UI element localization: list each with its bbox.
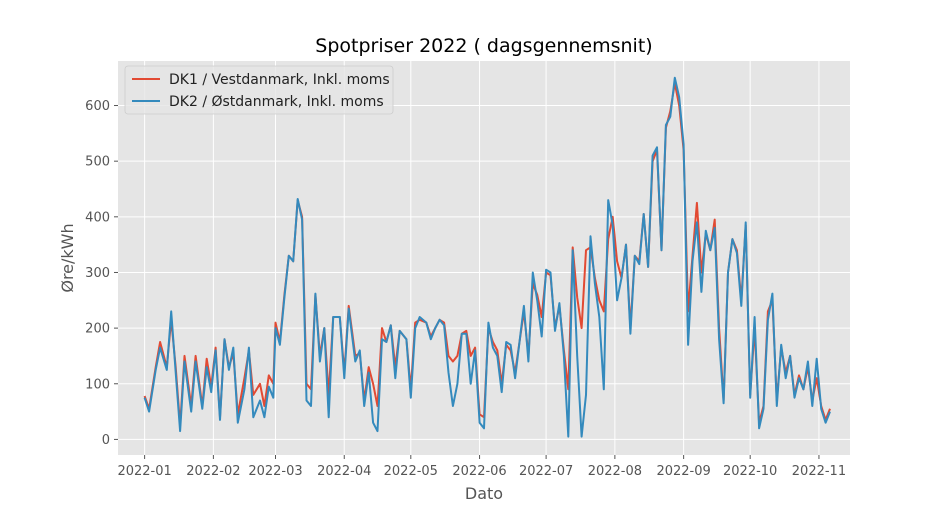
y-tick-label: 600 [85, 99, 110, 114]
y-tick-label: 100 [85, 377, 110, 392]
chart-title: Spotpriser 2022 ( dagsgennemsnit) [315, 35, 652, 57]
x-tick-label: 2022-08 [588, 464, 642, 479]
x-tick-label: 2022-04 [317, 464, 371, 479]
x-tick-label: 2022-02 [186, 464, 240, 479]
x-axis-label: Dato [465, 484, 503, 503]
series-layer [143, 76, 831, 438]
y-axis-label: Øre/kWh [58, 223, 77, 292]
x-tick-label: 2022-07 [519, 464, 573, 479]
x-tick-label: 2022-11 [792, 464, 846, 479]
y-tick-label: 0 [102, 433, 110, 448]
x-tick-label: 2022-10 [723, 464, 777, 479]
x-tick-label: 2022-01 [117, 464, 171, 479]
plot-area [118, 61, 850, 455]
legend-box [124, 65, 394, 115]
legend-label-dk1: DK1 / Vestdanmark, Inkl. moms [169, 72, 390, 88]
legend-label-dk2: DK2 / Østdanmark, Inkl. moms [169, 94, 384, 110]
x-tick-label: 2022-06 [452, 464, 506, 479]
x-tick-label: 2022-03 [248, 464, 302, 479]
legend: DK1 / Vestdanmark, Inkl. moms DK2 / Østd… [124, 65, 394, 115]
series-line-dk2 [143, 76, 831, 438]
y-tick-label: 300 [85, 266, 110, 281]
y-axis: 0 100 200 300 400 500 600 [85, 99, 118, 448]
x-tick-label: 2022-09 [656, 464, 710, 479]
y-tick-label: 400 [85, 210, 110, 225]
x-tick-label: 2022-05 [384, 464, 438, 479]
y-tick-label: 500 [85, 155, 110, 170]
y-tick-label: 200 [85, 322, 110, 337]
x-axis: 2022-01 2022-02 2022-03 2022-04 2022-05 2022-… [117, 455, 846, 479]
